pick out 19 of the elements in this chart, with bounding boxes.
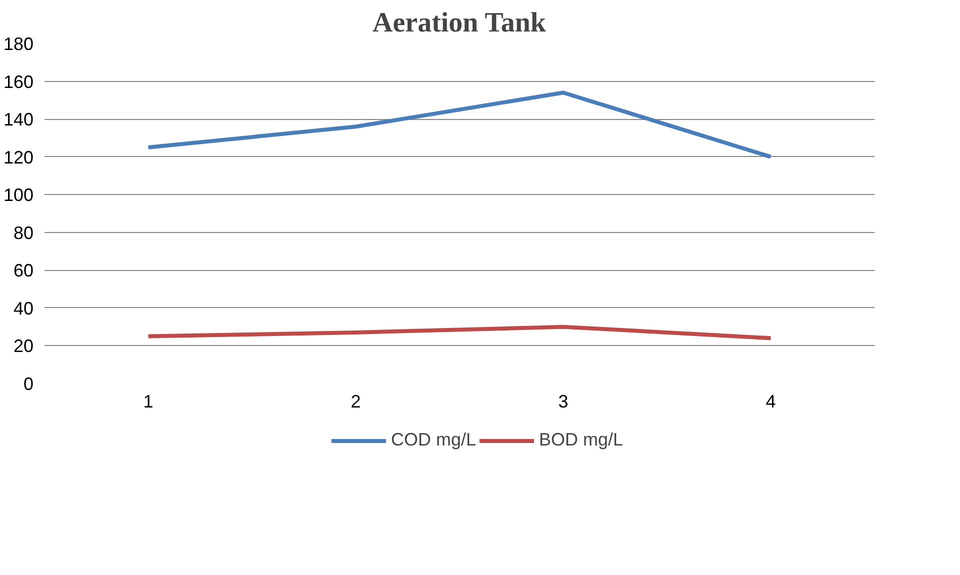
y-tick-label: 80 [13, 222, 34, 243]
y-tick-label: 0 [23, 374, 34, 394]
y-tick-label: 20 [13, 336, 34, 356]
y-tick-label: 180 [3, 34, 34, 54]
legend-label: BOD mg/L [539, 430, 624, 450]
legend-label: COD mg/L [390, 430, 476, 450]
line-series [146, 90, 773, 159]
chart-title: Aeration Tank [372, 8, 546, 38]
y-tick-label: 40 [13, 298, 34, 318]
y-tick-label: 120 [3, 147, 34, 168]
y-tick-label: 160 [3, 72, 34, 92]
y-tick-label: 60 [13, 260, 34, 281]
x-tick-label: 2 [350, 392, 361, 412]
y-tick-label: 140 [3, 110, 34, 130]
x-tick-label: 1 [143, 392, 154, 412]
x-tick-label: 3 [558, 392, 568, 412]
y-tick-label: 100 [3, 185, 34, 206]
line-series [146, 324, 773, 340]
x-tick-label: 4 [766, 392, 776, 412]
